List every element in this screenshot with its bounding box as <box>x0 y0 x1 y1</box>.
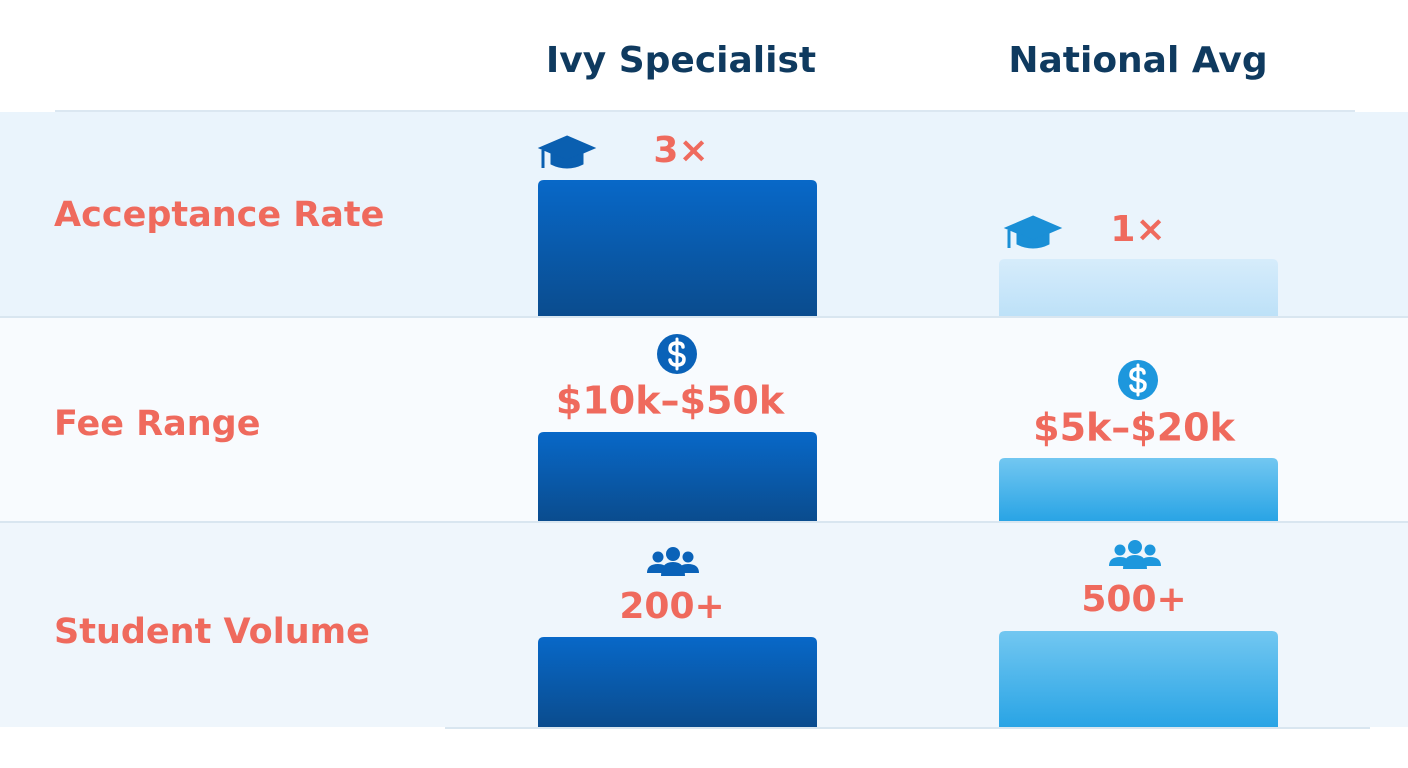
row-label: Acceptance Rate <box>54 195 384 235</box>
cell-value: 500+ <box>1081 579 1186 620</box>
cell-value: 3× <box>653 130 708 171</box>
bar <box>538 180 817 316</box>
column-header: National Avg <box>1008 40 1267 81</box>
cell-value: $10k–$50k <box>556 379 785 423</box>
cell-value: 200+ <box>619 586 724 627</box>
bar <box>999 631 1278 727</box>
dollar-icon <box>1116 358 1160 402</box>
cell-value: $5k–$20k <box>1033 406 1235 450</box>
bar <box>999 458 1278 521</box>
bar <box>538 432 817 521</box>
row-label: Student Volume <box>54 612 370 652</box>
dollar-icon <box>655 332 699 376</box>
cell-value: 1× <box>1110 209 1165 250</box>
bar <box>999 259 1278 316</box>
bar <box>538 637 817 727</box>
row-label: Fee Range <box>54 404 260 444</box>
column-header: Ivy Specialist <box>546 40 816 81</box>
